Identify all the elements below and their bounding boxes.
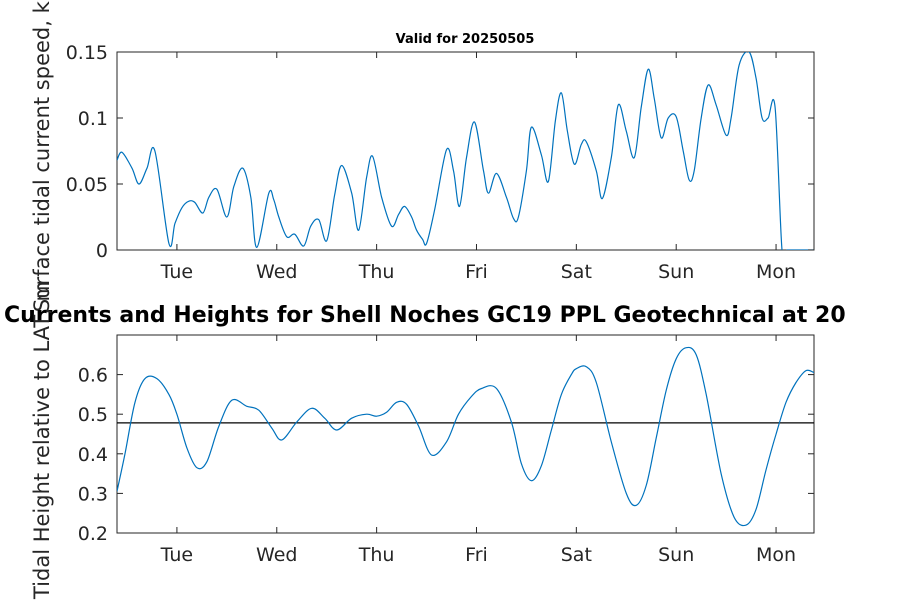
bottom-y-tick-label: 0.4 <box>78 444 108 466</box>
top-x-tick-label: Mon <box>756 261 796 283</box>
top-y-tick-label: 0.15 <box>66 42 108 64</box>
top-panel-current-speed: 0 0.05 0.1 0.15 Tue Wed Thu Fri Sat Sun Mon Valid… <box>30 0 815 312</box>
bottom-series-group <box>117 346 814 527</box>
bottom-panel-tidal-height: 0.2 0.3 0.4 0.5 0.6 Tue Wed Thu Fri Sat Sun Mon Cu… <box>4 281 846 600</box>
bottom-x-tick-label: Tue <box>160 544 193 566</box>
top-x-tick-label: Fri <box>465 261 488 283</box>
bottom-chart-title: Currents and Heights for Shell Noches GC… <box>4 303 846 328</box>
top-x-tick-label: Sun <box>658 261 694 283</box>
bottom-x-tick-label: Fri <box>465 544 488 566</box>
bottom-y-axis-label: Tidal Height relative to LAT, m <box>30 281 54 600</box>
bottom-y-tick-label: 0.6 <box>78 365 108 387</box>
bottom-x-tick-label: Thu <box>358 544 395 566</box>
bottom-y-tick-label: 0.2 <box>78 523 108 545</box>
bottom-y-ticks: 0.2 0.3 0.4 0.5 0.6 <box>78 365 814 545</box>
top-x-tick-label: Tue <box>160 261 193 283</box>
top-series-line <box>117 52 814 250</box>
top-series-group <box>117 52 814 250</box>
top-x-ticks: Tue Wed Thu Fri Sat Sun Mon <box>160 52 796 283</box>
top-y-tick-label: 0.05 <box>66 174 108 196</box>
bottom-axes-box <box>116 334 815 534</box>
bottom-y-tick-label: 0.3 <box>78 483 108 505</box>
top-x-tick-label: Wed <box>256 261 297 283</box>
bottom-x-tick-label: Sat <box>561 544 592 566</box>
top-axes-box <box>116 51 815 251</box>
top-y-tick-label: 0.1 <box>78 108 108 130</box>
bottom-x-tick-label: Wed <box>256 544 297 566</box>
top-x-tick-label: Thu <box>358 261 395 283</box>
top-y-axis-label: Surface tidal current speed, kn <box>30 0 54 312</box>
bottom-x-tick-label: Sun <box>658 544 694 566</box>
top-y-tick-label: 0 <box>96 240 108 262</box>
bottom-y-tick-label: 0.5 <box>78 404 108 426</box>
bottom-x-ticks: Tue Wed Thu Fri Sat Sun Mon <box>160 335 796 566</box>
bottom-series-line <box>117 346 814 527</box>
top-chart-title: Valid for 20250505 <box>396 32 535 47</box>
top-y-ticks: 0 0.05 0.1 0.15 <box>66 42 814 262</box>
bottom-x-tick-label: Mon <box>756 544 796 566</box>
top-x-tick-label: Sat <box>561 261 592 283</box>
